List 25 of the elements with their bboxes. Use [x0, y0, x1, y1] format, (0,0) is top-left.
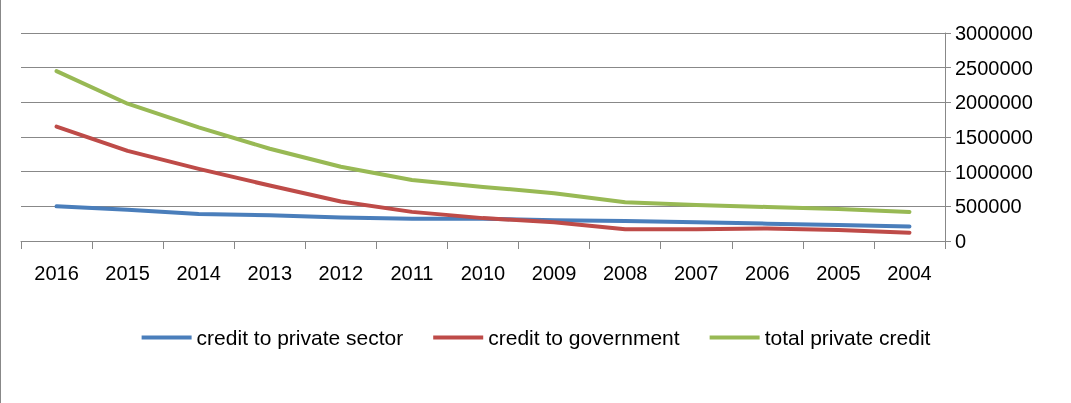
x-tick-label: 2009 — [531, 262, 577, 284]
x-tick-label: 2012 — [318, 262, 364, 284]
y-tick-label: 1500000 — [955, 126, 1033, 148]
y-tick-label: 2000000 — [955, 91, 1033, 114]
x-tick-label: 2016 — [34, 262, 79, 284]
y-tick-label: 2500000 — [955, 56, 1033, 79]
y-tick-label: 500000 — [955, 195, 1022, 218]
legend-label: credit to private sector — [196, 326, 404, 349]
line-series — [54, 69, 912, 214]
x-tick-label: 2010 — [460, 262, 506, 284]
x-tick-label: 2007 — [673, 262, 719, 284]
legend-label: credit to government — [488, 326, 680, 349]
legend-label: total private credit — [764, 326, 931, 349]
x-tick-label: 2005 — [816, 262, 861, 284]
line-series — [54, 124, 912, 235]
y-tick-label: 1000000 — [955, 160, 1033, 183]
y-tick-label: 3000000 — [955, 22, 1033, 44]
x-tick-label: 2008 — [602, 262, 648, 284]
x-tick-label: 2006 — [745, 262, 790, 284]
x-tick-label: 2015 — [105, 262, 150, 284]
y-tick-label: 0 — [955, 230, 967, 252]
x-tick-label: 2004 — [887, 262, 932, 284]
x-tick-label: 2014 — [176, 262, 221, 284]
x-tick-label: 2013 — [247, 262, 293, 284]
x-tick-label: 2011 — [390, 262, 434, 284]
